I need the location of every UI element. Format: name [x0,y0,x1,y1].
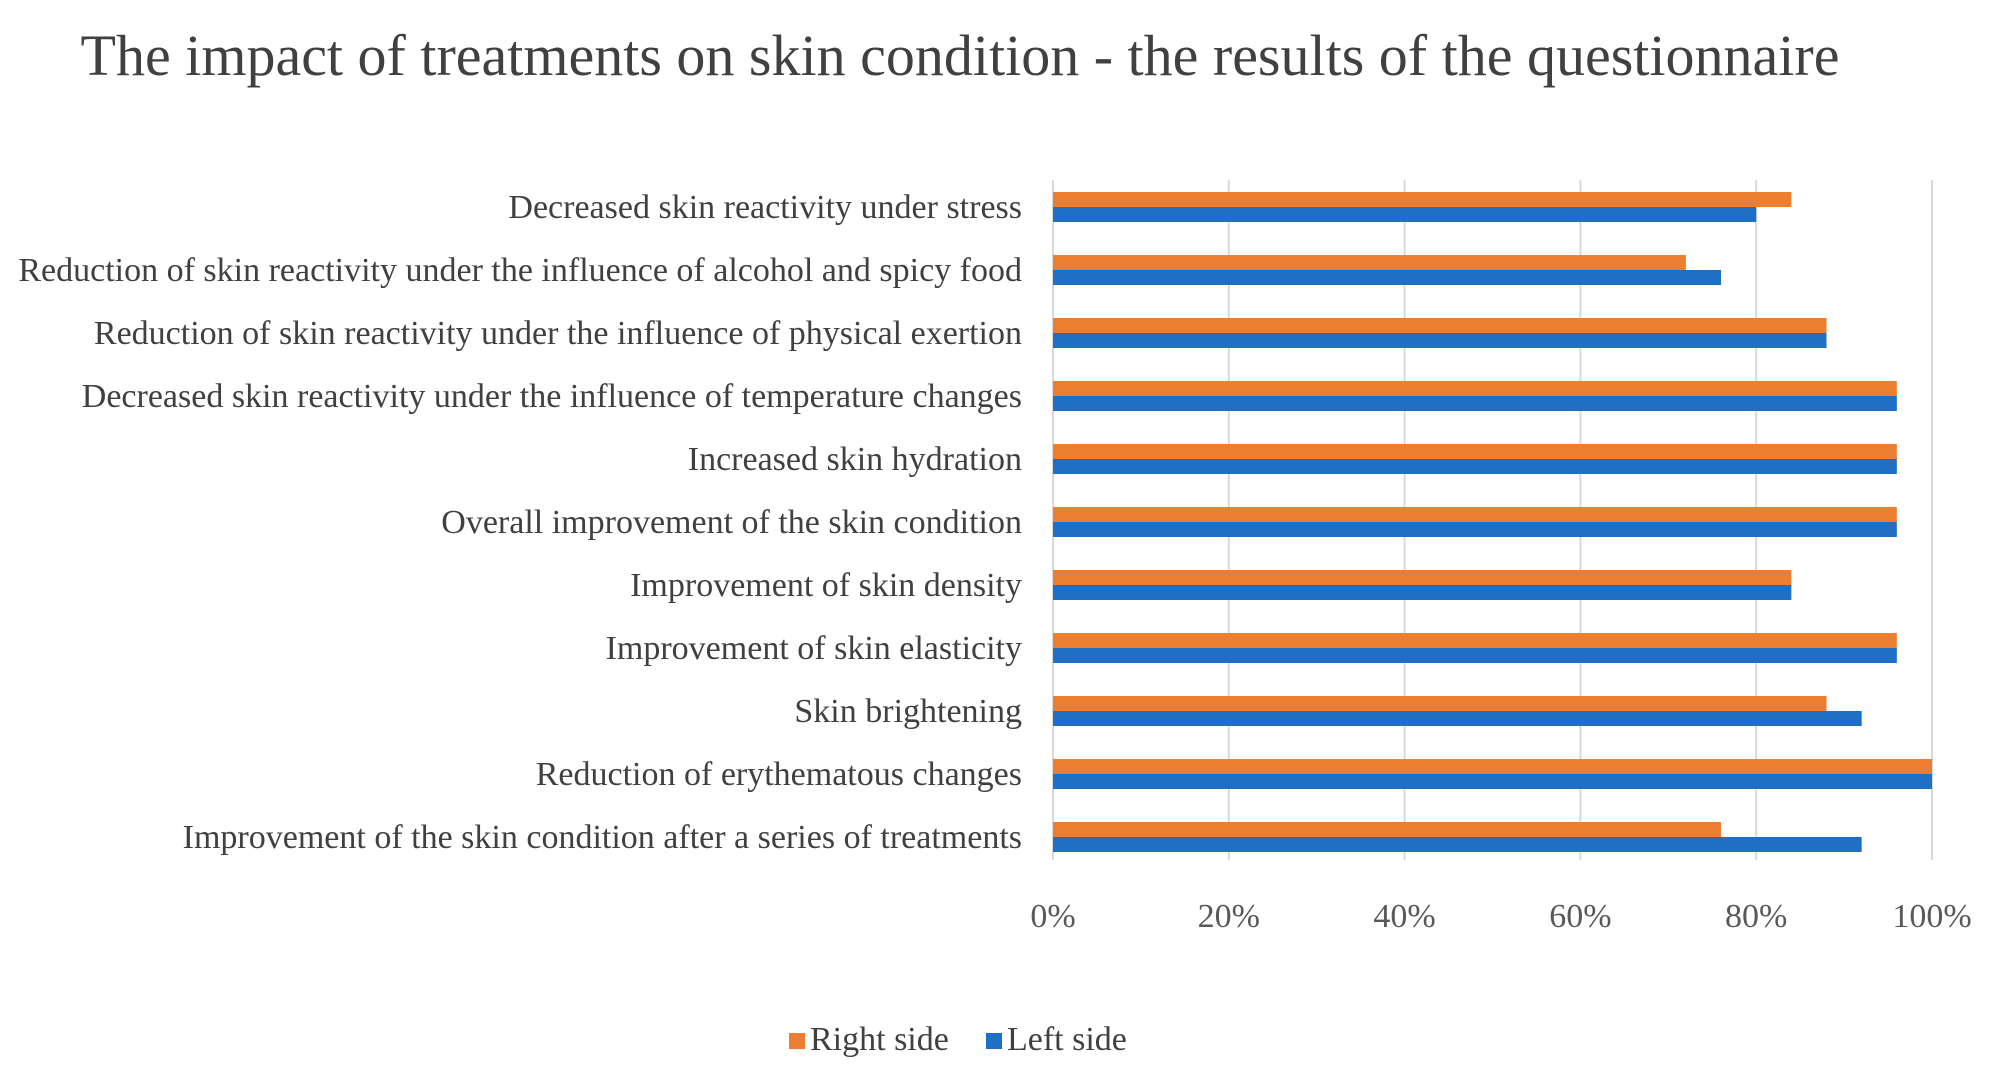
category-label: Reduction of skin reactivity under the i… [18,252,1022,289]
category-label: Decreased skin reactivity under stress [508,189,1022,226]
bar-right-side [1053,507,1897,522]
bar-left-side [1053,459,1897,474]
bar-right-side [1053,759,1932,774]
category-label: Improvement of the skin condition after … [183,819,1022,856]
x-tick-label: 40% [1373,898,1435,935]
bar-right-side [1053,444,1897,459]
bar-left-side [1053,333,1827,348]
legend-swatch-right-side [789,1033,805,1049]
bar-right-side [1053,381,1897,396]
bar-right-side [1053,570,1792,585]
category-label: Improvement of skin density [630,567,1022,604]
bars [1053,192,1932,852]
bar-right-side [1053,192,1792,207]
bar-right-side [1053,255,1686,270]
bar-left-side [1053,585,1792,600]
bar-right-side [1053,696,1827,711]
category-label: Increased skin hydration [688,441,1022,478]
bar-left-side [1053,648,1897,663]
bar-left-side [1053,396,1897,411]
legend-label-right-side: Right side [810,1021,949,1058]
x-tick-label: 100% [1892,898,1971,935]
bar-left-side [1053,207,1757,222]
legend-label-left-side: Left side [1007,1021,1127,1058]
category-label: Skin brightening [794,693,1022,730]
category-label: Overall improvement of the skin conditio… [441,504,1022,541]
bar-left-side [1053,837,1862,852]
bar-left-side [1053,774,1932,789]
bar-left-side [1053,270,1722,285]
legend-swatch-left-side [986,1033,1002,1049]
category-label: Reduction of erythematous changes [536,756,1022,793]
category-labels: Decreased skin reactivity under stress Re… [18,189,1022,856]
bar-left-side [1053,522,1897,537]
legend-item-left-side: Left side [986,1021,1127,1058]
category-label: Decreased skin reactivity under the infl… [82,378,1022,415]
x-tick-label: 0% [1030,898,1075,935]
bar-left-side [1053,711,1862,726]
x-axis-tick-labels: 0% 20% 40% 60% 80% 100% [1030,898,1971,935]
legend: Right side Left side [789,1021,1127,1058]
bar-right-side [1053,822,1722,837]
legend-item-right-side: Right side [789,1021,949,1058]
chart-title: The impact of treatments on skin conditi… [81,23,1840,88]
bar-right-side [1053,633,1897,648]
category-label: Improvement of skin elasticity [606,630,1022,667]
x-tick-label: 60% [1549,898,1611,935]
category-label: Reduction of skin reactivity under the i… [94,315,1022,352]
x-tick-label: 20% [1198,898,1260,935]
x-tick-label: 80% [1725,898,1787,935]
bar-right-side [1053,318,1827,333]
